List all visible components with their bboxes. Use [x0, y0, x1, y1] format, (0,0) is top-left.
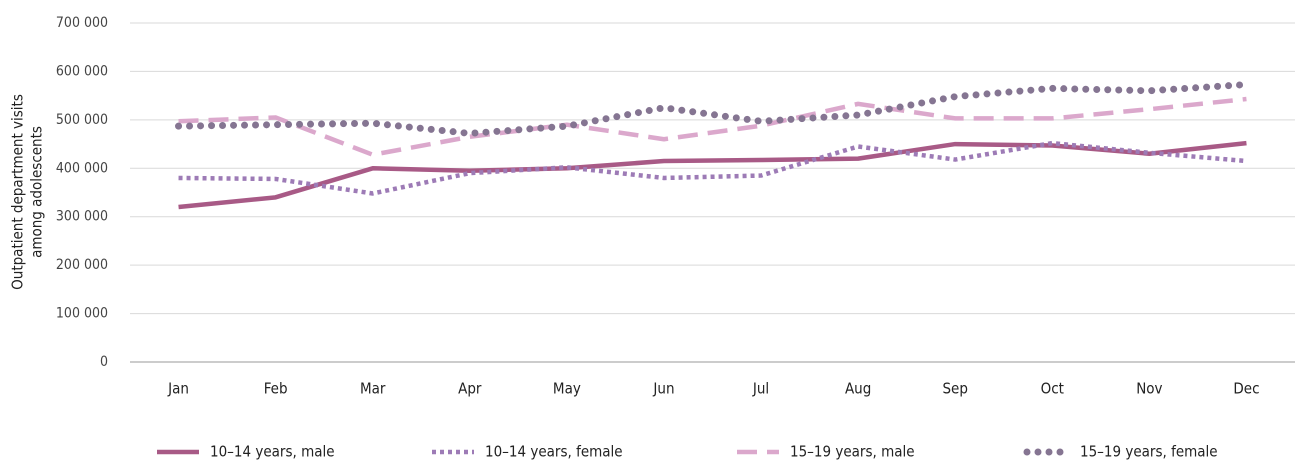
- y-tick-label: 0: [100, 354, 108, 370]
- y-tick-label: 100 000: [56, 306, 108, 322]
- legend-label: 10–14 years, female: [485, 443, 623, 461]
- y-tick-label: 400 000: [56, 160, 108, 176]
- series-line: [178, 96, 1247, 157]
- legend-label: 15–19 years, male: [790, 443, 915, 461]
- legend-label: 10–14 years, male: [210, 443, 335, 461]
- x-tick-label: Sep: [942, 380, 967, 398]
- y-tick-label: 200 000: [56, 257, 108, 273]
- y-tick-label: 300 000: [56, 209, 108, 225]
- x-tick-label: Dec: [1233, 380, 1259, 398]
- x-tick-label: Aug: [845, 380, 871, 398]
- y-axis-label: Outpatient department visits: [9, 94, 27, 290]
- x-tick-label: Apr: [458, 380, 482, 398]
- x-tick-label: Jun: [652, 380, 674, 398]
- x-tick-label: Oct: [1041, 380, 1064, 398]
- x-tick-label: Feb: [264, 380, 288, 398]
- y-tick-label: 600 000: [56, 63, 108, 79]
- y-tick-label: 500 000: [56, 112, 108, 128]
- x-tick-label: Jan: [167, 380, 189, 398]
- x-tick-label: Jul: [752, 380, 769, 398]
- series-line: [175, 81, 1250, 137]
- y-axis-label: among adolescents: [28, 126, 46, 258]
- x-tick-label: Nov: [1136, 380, 1162, 398]
- y-tick-label: 700 000: [56, 15, 108, 31]
- series-line: [178, 140, 1247, 196]
- legend-label: 15–19 years, female: [1080, 443, 1218, 461]
- x-tick-label: May: [553, 380, 581, 398]
- series-line: [178, 140, 1247, 210]
- x-tick-label: Mar: [360, 380, 386, 398]
